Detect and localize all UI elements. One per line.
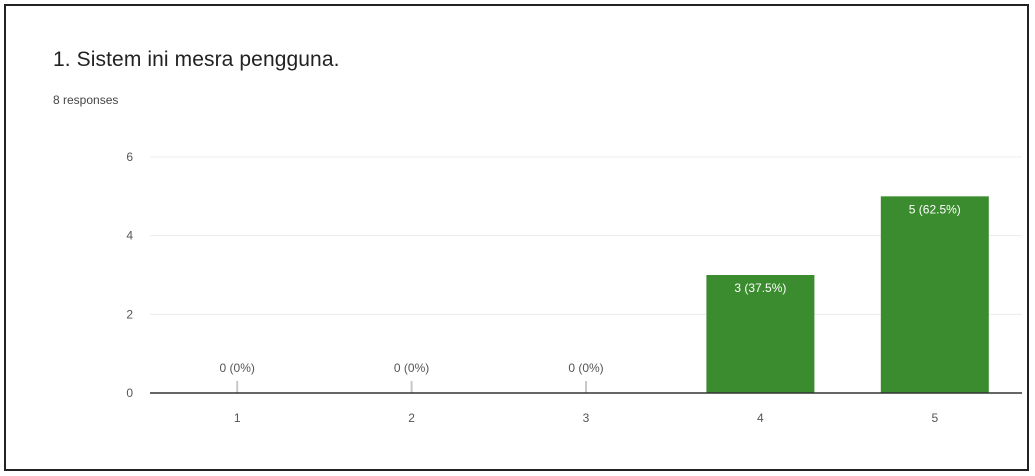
bar [706,275,815,393]
y-tick-label: 6 [126,150,133,164]
x-tick-label: 1 [234,411,241,425]
bar-data-label: 0 (0%) [394,361,429,375]
x-tick-label: 4 [757,411,764,425]
y-tick-label: 4 [126,229,133,243]
x-tick-label: 3 [583,411,590,425]
bar [880,196,989,393]
question-title: 1. Sistem ini mesra pengguna. [53,48,340,71]
x-tick-label: 2 [408,411,415,425]
y-tick-label: 0 [126,386,133,400]
bar-data-label: 5 (62.5%) [909,202,961,216]
y-tick-label: 2 [126,307,133,321]
bar-data-label: 3 (37.5%) [734,281,786,295]
bar-data-label: 0 (0%) [568,361,603,375]
x-tick-label: 5 [931,411,938,425]
response-count: 8 responses [53,93,119,107]
bar-data-label: 0 (0%) [220,361,255,375]
